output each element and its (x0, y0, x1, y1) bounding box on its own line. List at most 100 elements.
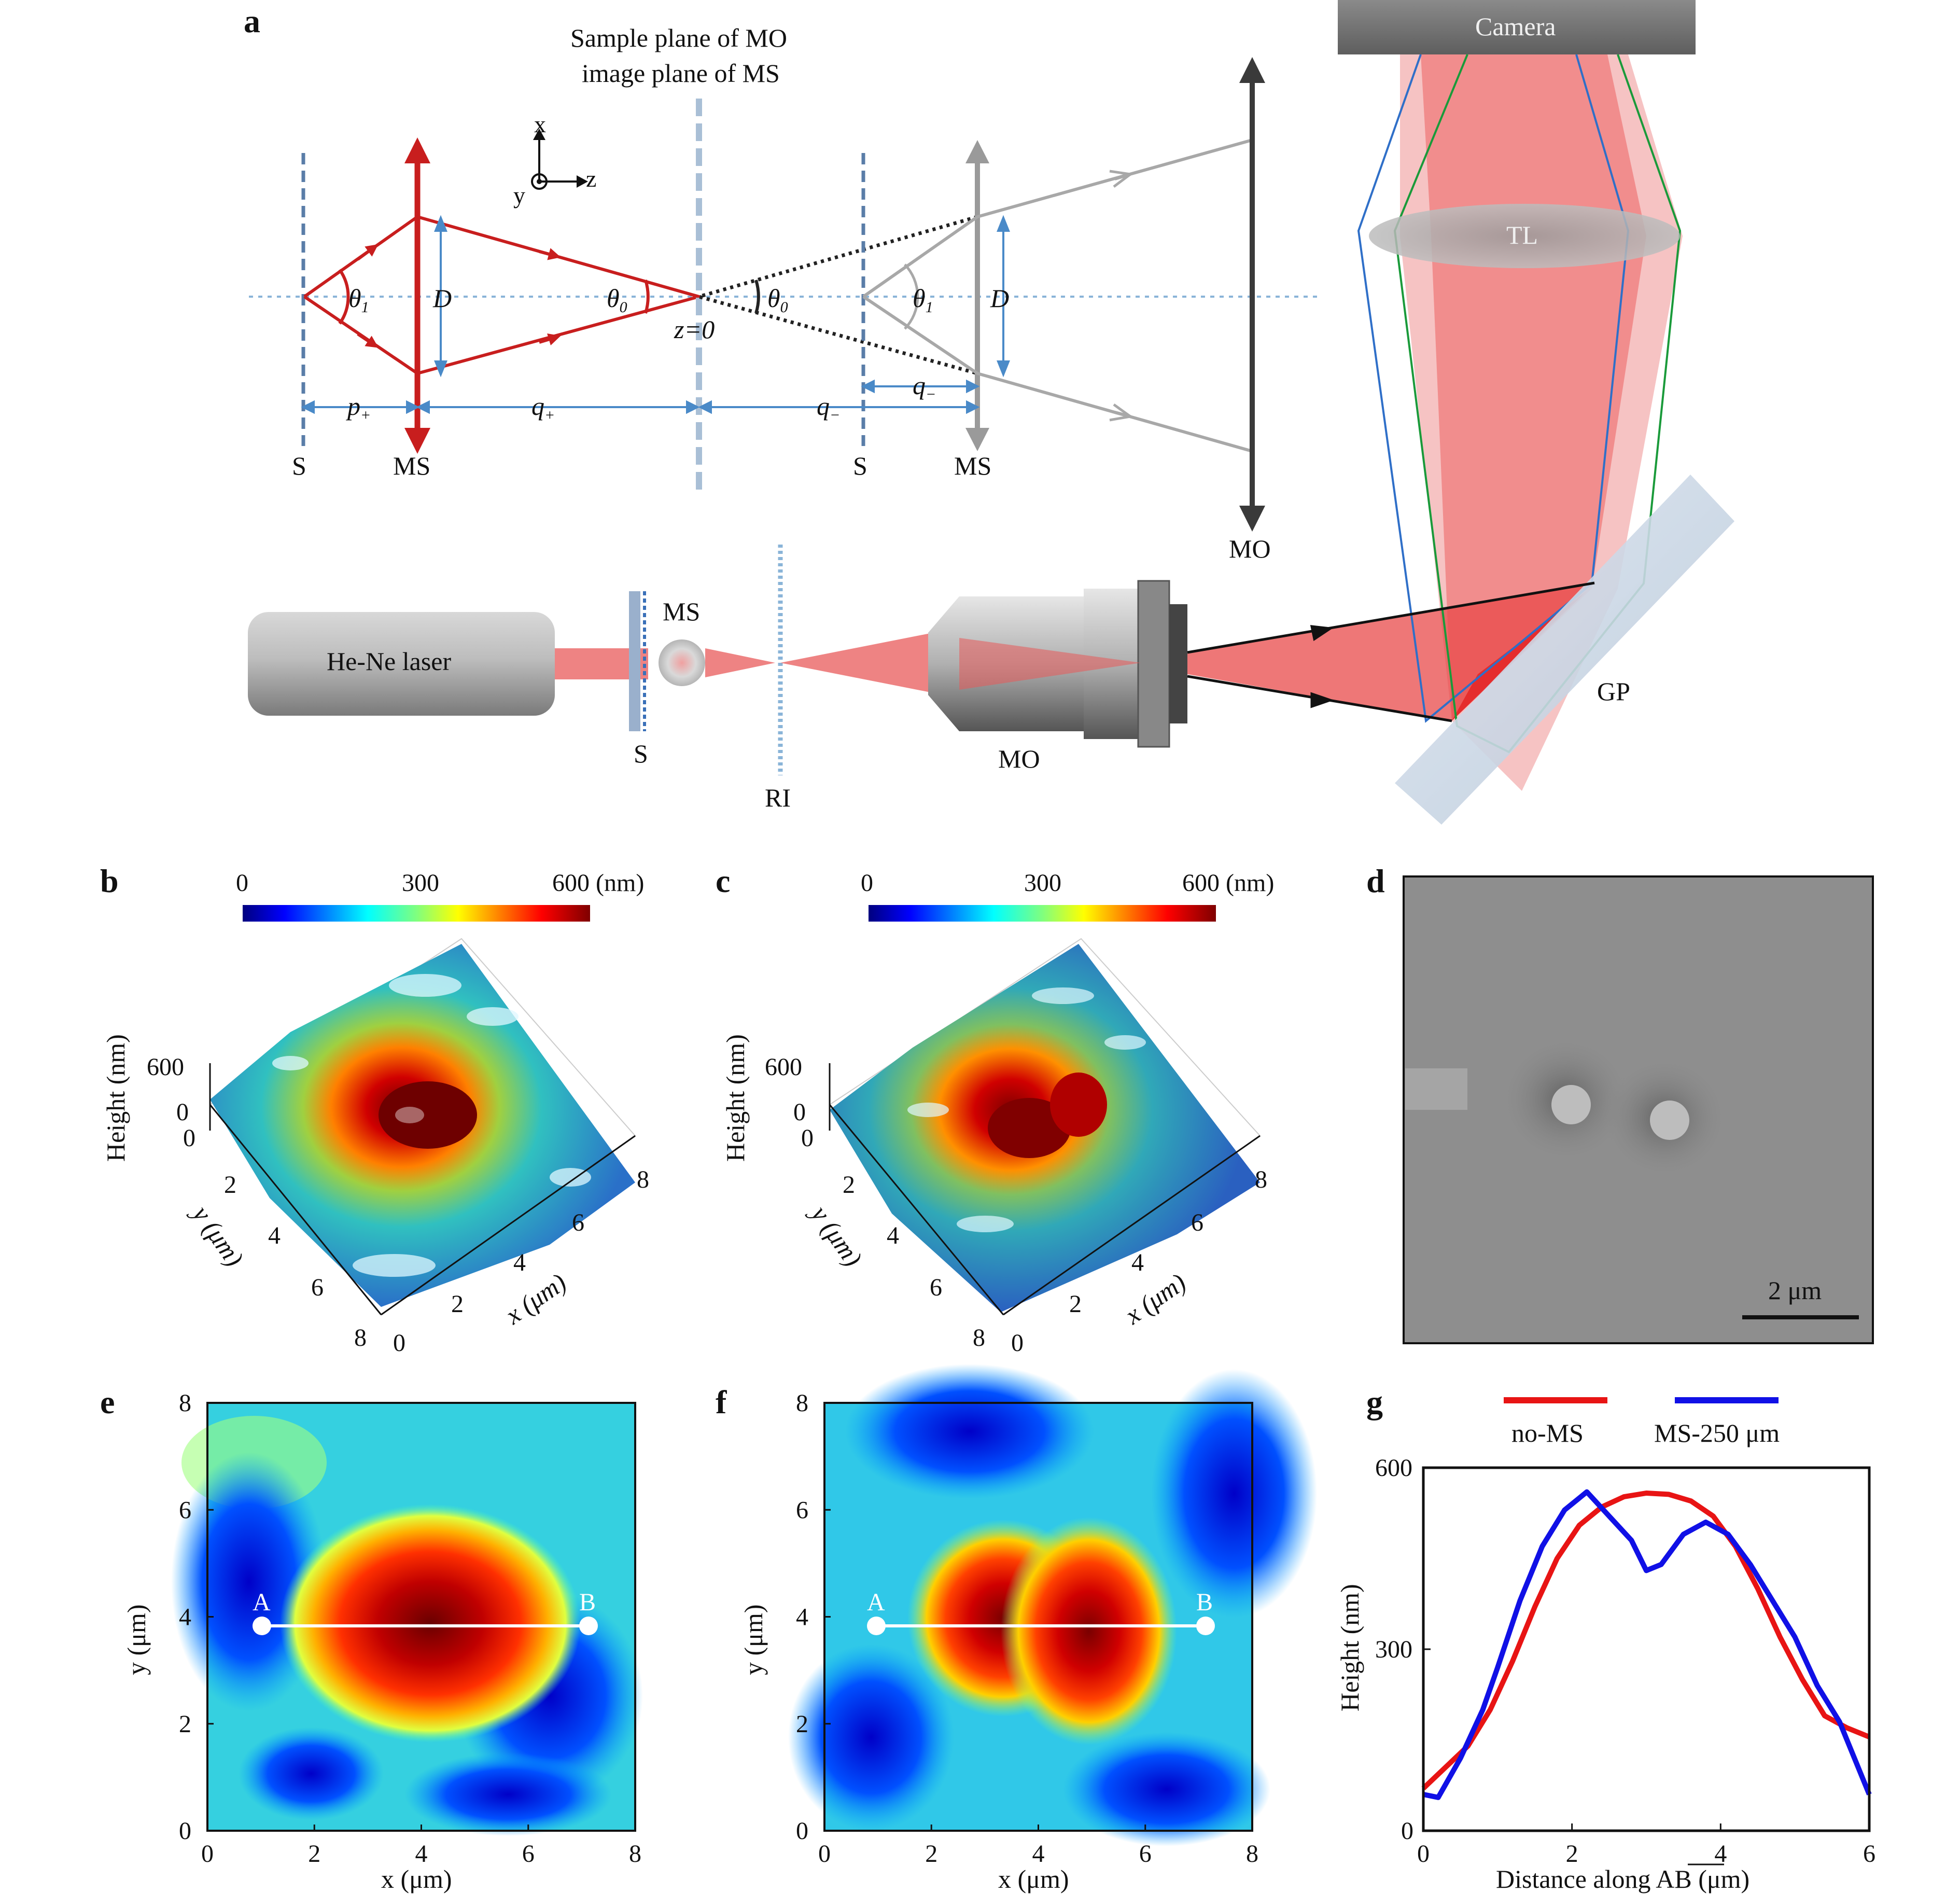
svg-text:600 (nm): 600 (nm) (552, 869, 644, 897)
svg-text:6: 6 (311, 1274, 324, 1301)
svg-text:y (μm): y (μm) (186, 1198, 249, 1272)
svg-text:2: 2 (843, 1171, 855, 1199)
x-axis-label: Distance along AB (μm) (1496, 1864, 1749, 1893)
camera (1338, 0, 1696, 54)
svg-text:q−: q− (817, 392, 840, 424)
svg-text:MS: MS (393, 451, 430, 480)
d-arrow-left (434, 215, 447, 378)
svg-text:A: A (253, 1589, 271, 1616)
x-tick-label: 6 (1863, 1840, 1875, 1868)
y-tick-label: 0 (796, 1817, 808, 1845)
y-tick-label: 6 (796, 1496, 808, 1524)
svg-text:x: x (534, 111, 546, 137)
svg-text:x (μm): x (μm) (1119, 1268, 1191, 1330)
y-axis-label: Height (nm) (1335, 1584, 1364, 1711)
svg-text:Height (nm): Height (nm) (101, 1034, 130, 1162)
x-tick-label: 4 (1714, 1840, 1727, 1868)
x-tick-label: 4 (415, 1840, 428, 1868)
svg-text:2: 2 (224, 1171, 236, 1199)
tube-lens (1369, 204, 1680, 268)
svg-text:GP: GP (1597, 677, 1630, 706)
svg-text:2: 2 (1069, 1290, 1082, 1318)
y-tick-label: 0 (1401, 1817, 1413, 1845)
svg-text:6: 6 (572, 1209, 584, 1236)
svg-text:0: 0 (861, 869, 873, 897)
panel-f: f A B 0 2 4 6 8 0 2 4 6 8 y (μm) x (μm) (716, 1364, 1317, 1893)
svg-text:B: B (1196, 1589, 1213, 1616)
svg-text:Sample plane of MO: Sample plane of MO (570, 23, 787, 52)
x-tick-label: 8 (1246, 1840, 1258, 1868)
x-tick-label: 2 (308, 1840, 320, 1868)
svg-text:6: 6 (930, 1274, 942, 1301)
svg-text:x (μm): x (μm) (499, 1268, 571, 1330)
svg-text:RI: RI (765, 783, 791, 812)
svg-text:image plane of MS: image plane of MS (582, 59, 780, 88)
svg-text:0: 0 (393, 1329, 405, 1357)
substrate-s (629, 591, 640, 731)
svg-text:2 μm: 2 μm (1768, 1276, 1822, 1305)
svg-text:4: 4 (268, 1222, 281, 1249)
y-tick-label: 4 (179, 1604, 191, 1631)
svg-text:4: 4 (513, 1249, 526, 1276)
svg-text:B: B (579, 1589, 596, 1616)
glass-plate (1395, 475, 1734, 825)
svg-text:D: D (432, 284, 452, 313)
y-tick-label: 2 (796, 1710, 808, 1738)
panel-a-letter: a (244, 3, 260, 39)
svg-text:MO: MO (1229, 534, 1271, 563)
legend-no-ms: no-MS (1511, 1418, 1584, 1447)
svg-text:x (μm): x (μm) (381, 1864, 452, 1893)
svg-text:q−: q− (913, 371, 936, 403)
svg-text:He-Ne laser: He-Ne laser (327, 647, 451, 676)
svg-text:0: 0 (793, 1098, 806, 1126)
panel-c: c 0 300 600 (nm) Height (nm) 600 0 0 2 4… (716, 862, 1274, 1357)
x-tick-label: 4 (1032, 1840, 1045, 1868)
svg-text:TL: TL (1506, 220, 1538, 249)
svg-text:2: 2 (451, 1290, 464, 1318)
svg-text:y: y (513, 182, 525, 208)
svg-text:g: g (1366, 1384, 1383, 1420)
svg-text:Height (nm): Height (nm) (721, 1034, 750, 1162)
svg-text:q+: q+ (531, 392, 555, 424)
panel-e: e A B 0 2 4 6 8 0 2 4 6 8 y (μm) x (μm) (100, 1384, 643, 1893)
svg-text:8: 8 (637, 1166, 649, 1193)
svg-text:0: 0 (183, 1124, 195, 1152)
x-tick-label: 8 (629, 1840, 641, 1868)
svg-text:MS: MS (663, 597, 700, 626)
y-tick-label: 8 (796, 1389, 808, 1417)
svg-text:4: 4 (887, 1222, 899, 1249)
legend-ms: MS-250 μm (1654, 1418, 1780, 1447)
y-tick-label: 2 (179, 1710, 191, 1738)
svg-text:4: 4 (1131, 1249, 1144, 1276)
y-tick-label: 4 (796, 1604, 808, 1631)
svg-text:6: 6 (1191, 1209, 1203, 1236)
svg-text:8: 8 (973, 1324, 985, 1352)
x-tick-label: 6 (522, 1840, 535, 1868)
series-line (1423, 1489, 1872, 1800)
svg-text:D: D (990, 284, 1009, 313)
svg-text:y (μm): y (μm) (122, 1605, 151, 1676)
colorbar-b (243, 905, 590, 922)
virtual-rays (692, 215, 978, 375)
y-tick-label: 0 (179, 1817, 191, 1845)
svg-text:S: S (853, 451, 867, 480)
microsphere (659, 639, 705, 686)
svg-text:300: 300 (402, 869, 439, 897)
x-tick-label: 0 (201, 1840, 214, 1868)
svg-text:θ0: θ0 (767, 284, 788, 316)
x-tick-label: 0 (818, 1840, 831, 1868)
svg-text:x (μm): x (μm) (998, 1864, 1069, 1893)
y-tick-label: 6 (179, 1496, 191, 1524)
svg-text:300: 300 (1024, 869, 1061, 897)
svg-text:y (μm): y (μm) (739, 1605, 768, 1676)
x-tick-label: 6 (1139, 1840, 1152, 1868)
svg-text:0: 0 (1011, 1329, 1024, 1357)
svg-text:θ1: θ1 (913, 284, 933, 316)
panel-g: g no-MS MS-250 μm 0 2 4 6 0 300 600 Height (nm)… (1335, 1384, 1875, 1893)
svg-text:MO: MO (998, 744, 1040, 773)
x-tick-label: 2 (1566, 1840, 1578, 1868)
ray-blue (1357, 54, 1630, 723)
panel-a: a x z y S MS (244, 0, 1734, 825)
svg-text:S: S (292, 451, 306, 480)
y-tick-label: 300 (1375, 1636, 1412, 1663)
